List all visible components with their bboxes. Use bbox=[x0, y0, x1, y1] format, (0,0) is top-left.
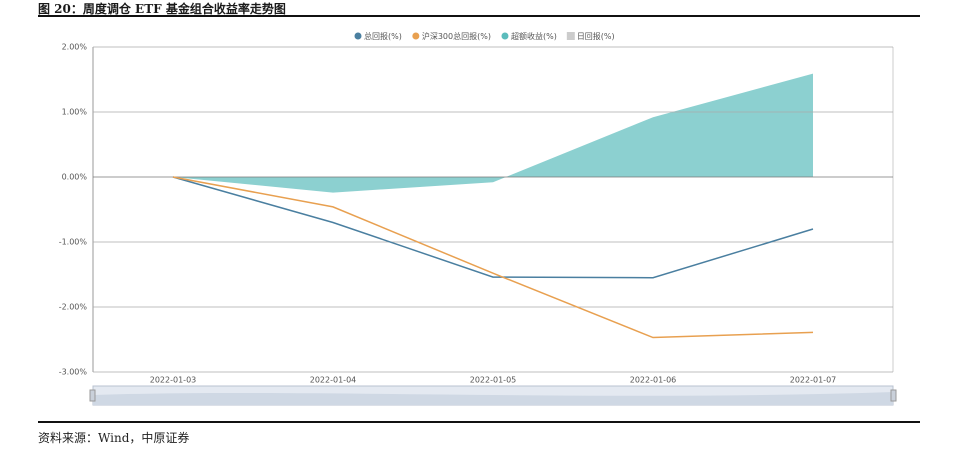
zoom-handle bbox=[890, 389, 897, 402]
legend-marker bbox=[566, 32, 575, 40]
area bbox=[173, 73, 813, 193]
x-tick-label: 2022-01-04 bbox=[310, 376, 357, 385]
legend-marker bbox=[501, 32, 509, 40]
legend-marker bbox=[354, 32, 362, 40]
top-rule bbox=[38, 15, 920, 17]
legend-label: 日回报(%) bbox=[577, 31, 615, 41]
y-tick-label: -3.00% bbox=[59, 368, 88, 377]
legend-marker bbox=[412, 32, 420, 40]
figure-title: 图 20：周度调仓 ETF 基金组合收益率走势图 bbox=[38, 2, 286, 16]
y-tick-label: 1.00% bbox=[62, 108, 88, 117]
legend-label: 总回报(%) bbox=[364, 31, 402, 41]
x-tick-label: 2022-01-05 bbox=[470, 376, 517, 385]
legend-label: 沪深300总回报(%) bbox=[422, 31, 491, 41]
x-tick-label: 2022-01-06 bbox=[630, 376, 677, 385]
zoom-handle bbox=[89, 389, 96, 402]
zoom-preview bbox=[93, 392, 893, 405]
bottom-rule bbox=[38, 421, 920, 423]
y-tick-label: -2.00% bbox=[59, 303, 88, 312]
line bbox=[172, 176, 814, 339]
x-tick-label: 2022-01-07 bbox=[790, 376, 837, 385]
y-tick-label: 0.00% bbox=[62, 173, 88, 182]
y-tick-label: -1.00% bbox=[59, 238, 88, 247]
x-tick-label: 2022-01-03 bbox=[150, 376, 197, 385]
legend-label: 超额收益(%) bbox=[511, 31, 557, 41]
source-note: 资料来源：Wind，中原证券 bbox=[38, 431, 190, 445]
line bbox=[172, 176, 814, 279]
y-tick-label: 2.00% bbox=[62, 43, 88, 52]
